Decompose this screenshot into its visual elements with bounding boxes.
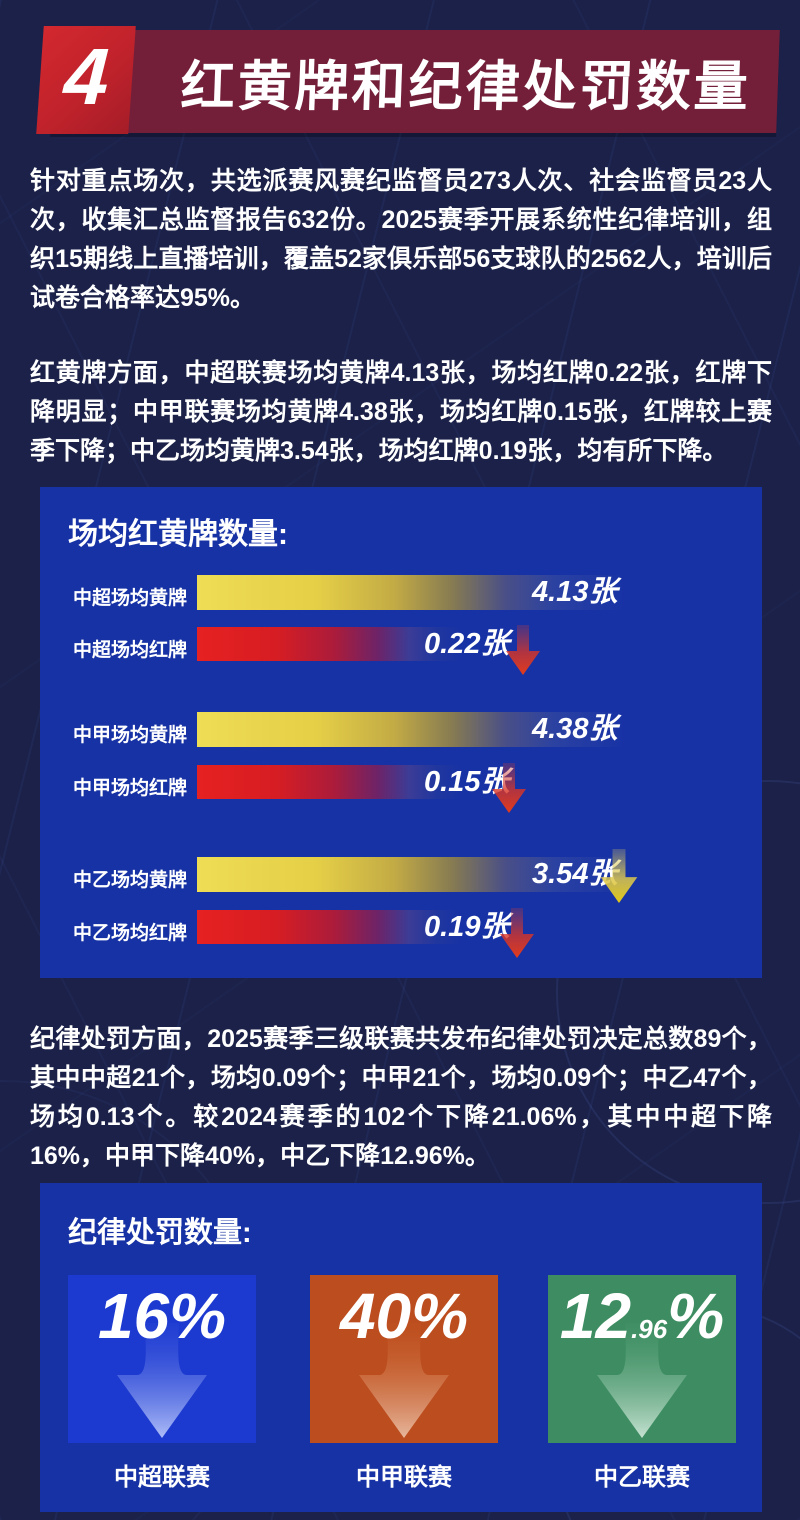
row-label: 中乙场均红牌 [73,923,188,944]
penalty-card-league2: 12.96% [548,1275,736,1443]
league-label-csl: 中超联赛 [114,1464,210,1491]
yellow-gradient-bar [197,712,625,747]
percent-sign: % [169,1280,227,1352]
red-down-arrow-icon [506,625,540,675]
row-value: 3.54张 [532,858,618,890]
penalty-percent: 40% [310,1281,498,1351]
red-down-arrow-icon [500,908,534,958]
yellow-down-arrow-icon [600,849,638,903]
chart-row-league2-yellow: 中乙场均黄牌 3.54张 [40,849,762,903]
league-label-league2: 中乙联赛 [594,1464,690,1491]
section-title: 红黄牌和纪律处罚数量 [179,57,752,117]
chart-row-league1-yellow: 中甲场均黄牌 4.38张 [40,712,762,747]
row-value: 0.19张 [424,911,510,943]
percent-big: 16 [97,1280,170,1352]
paragraph-supervision: 针对重点场次，共选派赛风赛纪监督员273人次、社会监督员23人次，收集汇总监督报… [30,167,772,312]
row-label: 中甲场均黄牌 [73,725,188,746]
row-value: 0.22张 [424,628,510,660]
penalty-card-league1: 40% [310,1275,498,1443]
row-label: 中超场均黄牌 [73,588,188,609]
percent-sign: % [411,1280,469,1352]
row-value: 4.38张 [532,713,618,745]
yellow-gradient-bar [197,575,625,610]
orange-down-arrow-icon [359,1323,449,1438]
chart-row-csl-red: 中超场均红牌 0.22张 [40,625,762,675]
league-label-league1: 中甲联赛 [356,1464,452,1491]
section-banner: 红黄牌和纪律处罚数量 [50,30,780,133]
section-number: 4 [61,32,111,121]
penalty-panel: 纪律处罚数量: 16% 40% 12.96% 中超联赛 [40,1183,762,1512]
penalty-percent: 16% [68,1281,256,1351]
paragraph-cards-summary: 红黄牌方面，中超联赛场均黄牌4.13张，场均红牌0.22张，红牌下降明显；中甲联… [30,359,772,465]
yellow-gradient-bar [197,857,625,892]
chart-row-league1-red: 中甲场均红牌 0.15张 [40,763,762,813]
percent-sign: % [667,1280,725,1352]
chart-title: 场均红黄牌数量: [68,518,288,551]
red-down-arrow-icon [492,763,526,813]
red-gradient-bar [197,765,462,799]
section-number-badge: 4 [36,26,136,134]
row-label: 中甲场均红牌 [73,778,188,799]
penalty-title: 纪律处罚数量: [68,1217,252,1249]
row-label: 中超场均红牌 [73,640,188,661]
chart-row-league2-red: 中乙场均红牌 0.19张 [40,908,762,958]
red-gradient-bar [197,910,462,944]
percent-small: .96 [631,1314,668,1344]
chart-row-csl-yellow: 中超场均黄牌 4.13张 [40,575,762,610]
green-down-arrow-icon [597,1323,687,1438]
blue-down-arrow-icon [117,1323,207,1438]
penalty-percent: 12.96% [548,1281,736,1351]
row-value: 4.13张 [532,576,618,608]
percent-big: 12 [559,1280,632,1352]
paragraph-penalty-summary: 纪律处罚方面，2025赛季三级联赛共发布纪律处罚决定总数89个，其中中超21个，… [30,1025,772,1170]
avg-cards-chart-panel: 场均红黄牌数量: [40,487,762,978]
penalty-card-csl: 16% [68,1275,256,1443]
percent-big: 40 [339,1280,412,1352]
row-label: 中乙场均黄牌 [73,870,188,891]
red-gradient-bar [197,627,462,661]
